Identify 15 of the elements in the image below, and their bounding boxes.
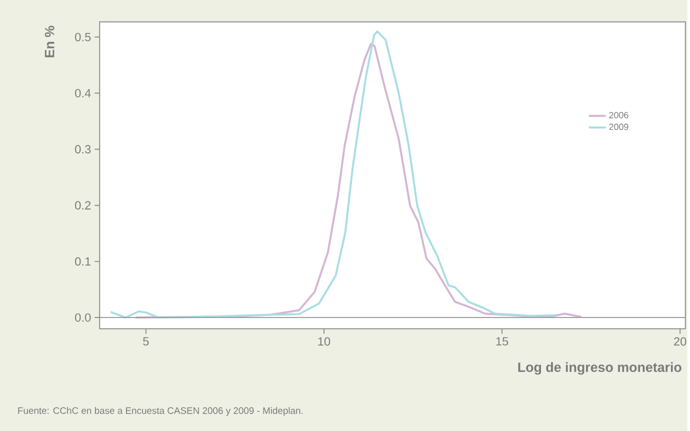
y-axis-title: En % — [44, 26, 54, 58]
y-tick-label: 0.4 — [75, 88, 91, 98]
x-tick-label: 5 — [143, 337, 149, 346]
legend-label: 2009 — [609, 124, 628, 130]
x-tick-label: 10 — [318, 337, 330, 346]
y-tick-label: 0.5 — [75, 32, 91, 42]
x-tick-label: 15 — [496, 337, 508, 346]
source-note: Fuente: CChC en base a Encuesta CASEN 2006 y 2009 - Mideplan. — [18, 406, 303, 416]
x-tick-label: 20 — [674, 337, 686, 346]
y-tick-label: 0.2 — [75, 200, 91, 210]
y-tick-label: 0.0 — [75, 313, 91, 322]
legend-label: 2006 — [609, 112, 628, 118]
x-axis-title: Log de ingreso monetario — [518, 362, 682, 375]
y-tick-label: 0.3 — [75, 144, 91, 154]
y-tick-label: 0.1 — [75, 257, 91, 266]
